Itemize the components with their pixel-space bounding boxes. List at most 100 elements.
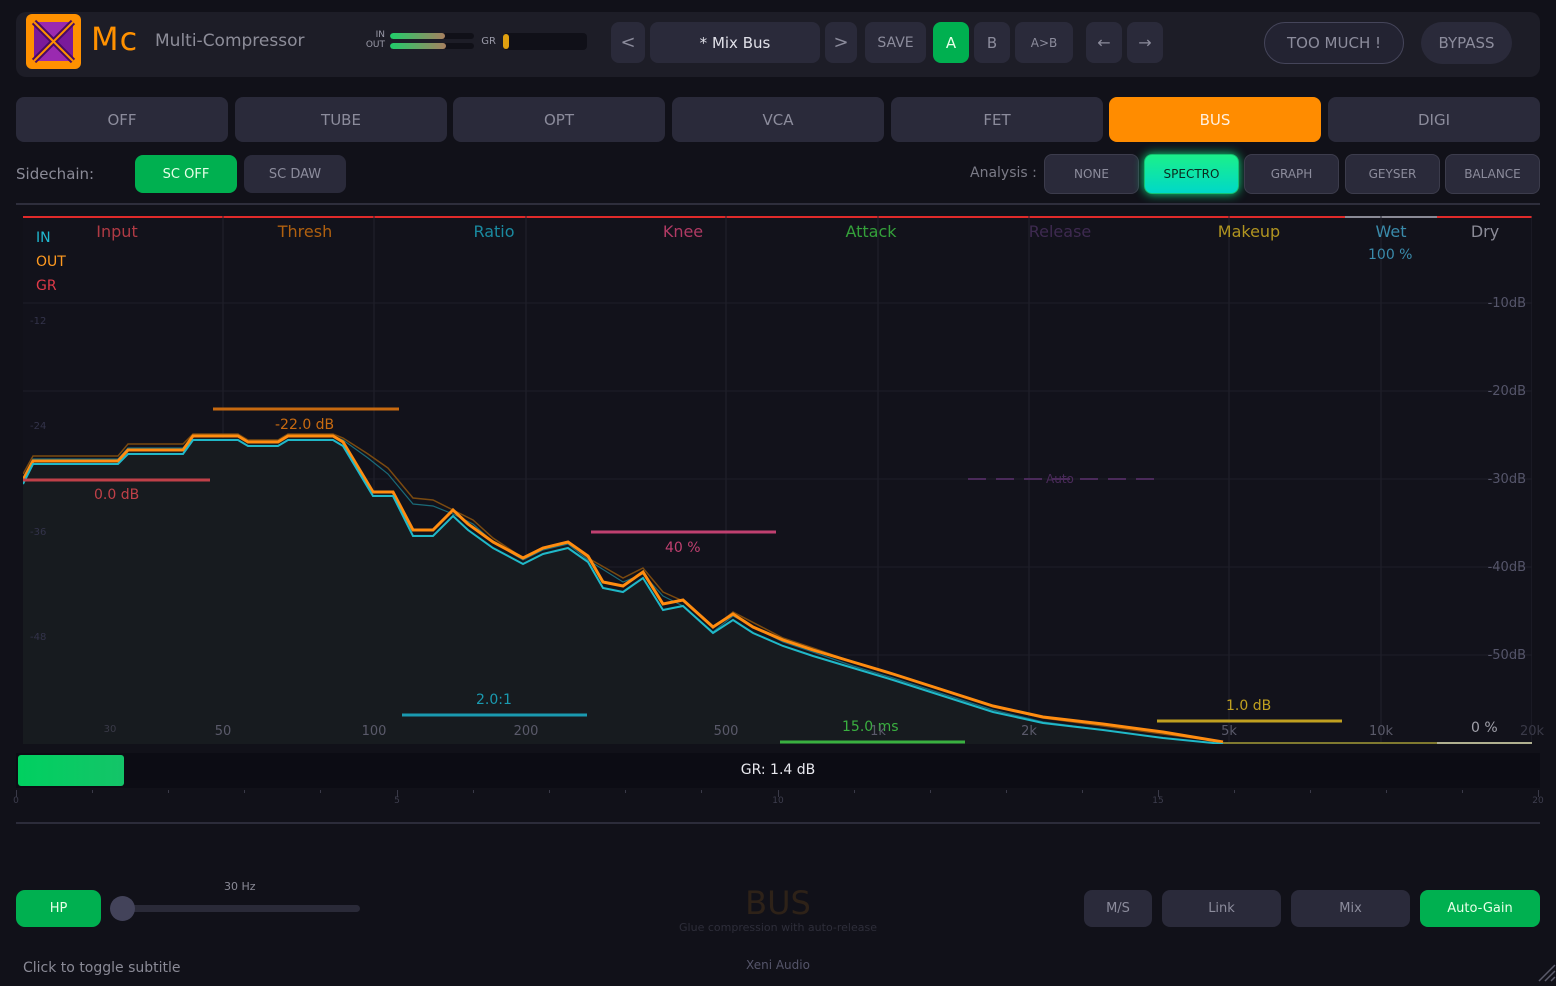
param-attack-label[interactable]: Attack — [845, 222, 897, 241]
scale-label: 0 — [13, 796, 19, 806]
hp-slider-handle[interactable] — [110, 896, 135, 921]
makeup-value: 1.0 dB — [1226, 698, 1272, 714]
analysis-geyser[interactable]: GEYSER — [1345, 154, 1440, 194]
preset-name[interactable]: * Mix Bus — [650, 22, 820, 63]
gain-reduction-meter: GR: 1.4 dB — [16, 753, 1540, 788]
sidechain-label: Sidechain: — [16, 165, 95, 183]
subtitle-toggle-hint[interactable]: Click to toggle subtitle — [23, 960, 181, 976]
y-label: -24 — [30, 421, 47, 432]
save-button[interactable]: SAVE — [865, 22, 926, 63]
scale-tick — [930, 790, 931, 793]
param-release-label[interactable]: Release — [1028, 222, 1092, 241]
scale-tick — [397, 790, 398, 797]
db-label: -40dB — [1487, 560, 1526, 575]
mode-off[interactable]: OFF — [16, 97, 228, 142]
input-value: 0.0 dB — [94, 487, 140, 503]
freq-label: 30 — [103, 724, 117, 735]
divider — [16, 203, 1540, 205]
scale-tick — [1158, 790, 1159, 797]
freq-label: 20k — [1519, 724, 1545, 739]
mode-title: BUS — [745, 884, 811, 922]
out-level-meter — [390, 43, 474, 49]
mode-digi[interactable]: DIGI — [1328, 97, 1540, 142]
knee-value: 40 % — [665, 540, 701, 556]
mix-toggle[interactable]: Mix — [1291, 890, 1410, 927]
freq-label: 50 — [214, 724, 232, 739]
auto-gain-toggle[interactable]: Auto-Gain — [1420, 890, 1540, 927]
db-label: -30dB — [1487, 472, 1526, 487]
analysis-label: Analysis : — [970, 165, 1037, 181]
scale-label: 15 — [1152, 796, 1164, 806]
y-label: -36 — [30, 527, 47, 538]
analysis-graph[interactable]: GRAPH — [1244, 154, 1339, 194]
scale-tick — [168, 790, 169, 793]
freq-label: 100 — [361, 724, 387, 739]
mode-tube[interactable]: TUBE — [235, 97, 447, 142]
undo-button[interactable]: ← — [1086, 22, 1122, 63]
scale-label: 5 — [394, 796, 400, 806]
mode-bus[interactable]: BUS — [1109, 97, 1321, 142]
scale-label: 10 — [772, 796, 784, 806]
logo-icon — [26, 14, 81, 69]
gr-mini-meter — [503, 33, 587, 50]
param-makeup-label[interactable]: Makeup — [1217, 222, 1281, 241]
in-meter-label: IN — [375, 30, 385, 40]
mode-subtitle[interactable]: Glue compression with auto-release — [679, 921, 877, 934]
legend-gr: GR — [36, 278, 57, 294]
param-thresh-label[interactable]: Thresh — [277, 222, 333, 241]
mode-opt[interactable]: OPT — [453, 97, 665, 142]
hp-frequency-slider[interactable] — [112, 905, 360, 912]
resize-handle-icon[interactable] — [1536, 962, 1556, 982]
wet-value: 100 % — [1368, 247, 1413, 263]
scale-tick — [320, 790, 321, 793]
mode-vca[interactable]: VCA — [672, 97, 884, 142]
attack-value: 15.0 ms — [842, 719, 899, 735]
scale-tick — [549, 790, 550, 793]
scale-tick — [16, 790, 17, 797]
db-label: -10dB — [1487, 296, 1526, 311]
mode-fet[interactable]: FET — [891, 97, 1103, 142]
bypass-button[interactable]: BYPASS — [1421, 22, 1512, 64]
param-dry-label[interactable]: Dry — [1470, 222, 1500, 241]
sc-daw-button[interactable]: SC DAW — [244, 155, 346, 193]
param-ratio-label[interactable]: Ratio — [473, 222, 515, 241]
preset-next-button[interactable]: > — [825, 22, 857, 63]
param-input-label[interactable]: Input — [96, 222, 138, 241]
gr-readout: GR: 1.4 dB — [740, 762, 816, 778]
hp-frequency-value: 30 Hz — [224, 880, 256, 893]
gr-meter-label: GR — [481, 36, 496, 47]
param-wet-label[interactable]: Wet — [1375, 222, 1407, 241]
freq-label: 500 — [713, 724, 739, 739]
b-slot-button[interactable]: B — [974, 22, 1010, 63]
scale-tick — [473, 790, 474, 793]
freq-label: 200 — [513, 724, 539, 739]
analysis-balance[interactable]: BALANCE — [1445, 154, 1540, 194]
analysis-none[interactable]: NONE — [1044, 154, 1139, 194]
divider — [16, 822, 1540, 824]
redo-button[interactable]: → — [1127, 22, 1163, 63]
scale-tick — [92, 790, 93, 793]
y-label: -48 — [30, 632, 47, 643]
copy-a-to-b-button[interactable]: A>B — [1015, 22, 1073, 63]
out-meter-label: OUT — [365, 40, 385, 50]
a-slot-button[interactable]: A — [933, 22, 969, 63]
app-title: Multi-Compressor — [155, 31, 305, 51]
freq-label: 2k — [1021, 724, 1037, 739]
scale-tick — [1234, 790, 1235, 793]
freq-label: 1k — [870, 724, 886, 739]
hp-filter-button[interactable]: HP — [16, 890, 101, 927]
link-toggle[interactable]: Link — [1162, 890, 1281, 927]
too-much-button[interactable]: TOO MUCH ! — [1264, 22, 1404, 64]
in-level-meter — [390, 33, 474, 39]
legend-in: IN — [36, 230, 51, 246]
scale-tick — [1386, 790, 1387, 793]
mid-side-toggle[interactable]: M/S — [1084, 890, 1152, 927]
preset-prev-button[interactable]: < — [611, 22, 645, 63]
analysis-spectro[interactable]: SPECTRO — [1144, 154, 1239, 194]
scale-tick — [854, 790, 855, 793]
spectrum-graph[interactable] — [23, 216, 1532, 744]
scale-tick — [244, 790, 245, 793]
param-knee-label[interactable]: Knee — [662, 222, 704, 241]
sc-off-button[interactable]: SC OFF — [135, 155, 237, 193]
freq-label: 10k — [1368, 724, 1394, 739]
